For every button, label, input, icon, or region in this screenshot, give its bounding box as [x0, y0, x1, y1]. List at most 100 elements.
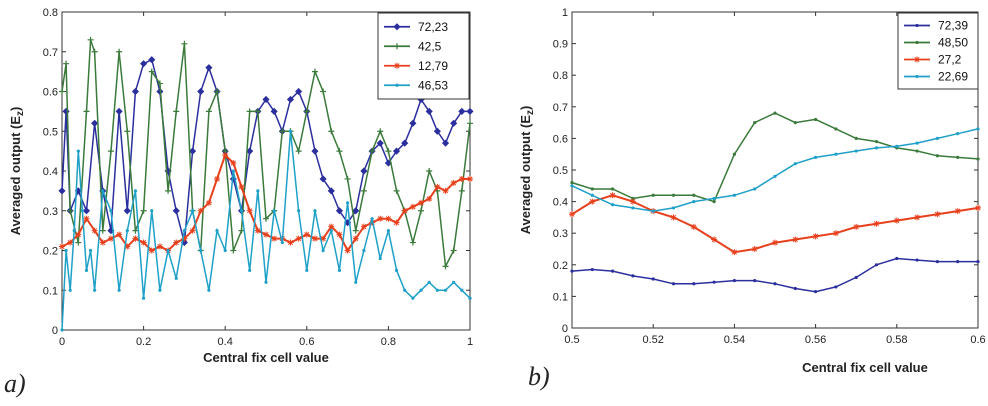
panel-a-data-point [158, 288, 162, 292]
panel-a-data-point [207, 288, 211, 292]
panel-a-data-point [335, 207, 344, 215]
panel-a-data-point [272, 209, 276, 213]
panel-a-data-point [443, 288, 448, 292]
panel-b-x-tick-label: 0.52 [642, 334, 663, 346]
panel-a-data-point [427, 280, 431, 284]
panel-a-data-point [107, 235, 114, 242]
panel-b-x-tick-label: 0.58 [886, 334, 907, 346]
panel-a-data-point [378, 256, 382, 261]
panel-b-data-point [629, 198, 636, 205]
panel-a-data-point [148, 247, 155, 254]
panel-a-data-point [109, 209, 113, 213]
panel-a-data-point [91, 227, 98, 234]
panel-a-data-point [156, 243, 163, 250]
panel-a-data-point [401, 139, 409, 147]
panel-a-series-1 [59, 36, 473, 270]
panel-a-data-point [377, 128, 384, 135]
panel-a-data-point [262, 95, 270, 104]
panel-a-data-point [58, 187, 66, 195]
panel-a-data-point [174, 276, 178, 280]
panel-a-data-point [434, 183, 441, 190]
panel-a-data-point [59, 88, 65, 95]
panel-b-data-point [589, 198, 596, 205]
panel-b-y-tick-label: 0 [562, 323, 568, 335]
panel-a-data-point [173, 239, 180, 246]
panel-a-data-point [140, 60, 148, 68]
panel-a-data-point [401, 207, 408, 214]
panel-a-legend-label: 12,79 [418, 59, 448, 73]
panel-a-data-point [458, 175, 465, 182]
panel-a-data-point [199, 248, 203, 253]
panel-b-data-point [751, 246, 758, 252]
panel-a-data-point [84, 268, 89, 272]
panel-a-data-point [418, 207, 425, 214]
panel-a-y-tick-label: 0.6 [43, 87, 58, 99]
panel-a-data-point [254, 227, 261, 234]
panel-a-data-point [320, 235, 327, 242]
panel-a-data-point [295, 87, 303, 96]
panel-a-legend-label: 46,53 [418, 78, 448, 92]
panel-a-data-point [181, 40, 188, 47]
panel-a-data-point [409, 119, 417, 127]
panel-a-x-tick-label: 0.6 [299, 336, 314, 348]
panel-a-data-point [344, 247, 351, 254]
panel-a-data-point [125, 229, 129, 233]
panel-a-data-point [362, 248, 366, 253]
panel-a-legend-marker [394, 62, 400, 69]
panel-a-legend-marker [395, 83, 399, 87]
panel-a-data-point [124, 243, 131, 250]
panel-a-data-point [450, 179, 457, 186]
panel-a-data-point [450, 247, 457, 254]
panel-a-data-point [263, 231, 269, 238]
panel-a-data-point [246, 207, 253, 214]
panel-b-data-point [732, 152, 737, 156]
panel-a-data-point [181, 235, 188, 242]
panel-b-y-axis-label-sub: z [525, 110, 536, 115]
panel-a-data-point [419, 288, 423, 292]
panel-a-data-point [403, 288, 407, 292]
panel-a-data-point [172, 207, 180, 215]
panel-a-x-tick-label: 0.8 [381, 336, 396, 348]
panel-b-data-point [814, 117, 818, 122]
panel-a-data-point [99, 239, 106, 246]
panel-b-data-point [570, 184, 574, 188]
panel-b-data-point [773, 174, 777, 178]
panel-b-data-point [690, 223, 697, 230]
panel-b-data-point [793, 162, 797, 166]
panel-a-data-point [280, 240, 284, 245]
panel-b-data-point [956, 155, 960, 159]
panel-b-data-point [671, 206, 676, 210]
panel-a-data-point [435, 288, 439, 292]
panel-a-data-point [214, 175, 221, 182]
panel-b-y-tick-label: 0.8 [553, 70, 568, 82]
panel-a-data-point [450, 119, 458, 127]
panel-a-y-tick-label: 0.7 [43, 47, 58, 59]
panel-b-data-point [631, 196, 635, 201]
panel-b-data-point [975, 204, 981, 211]
panel-b-data-point [773, 111, 777, 115]
panel-a-data-point [442, 187, 449, 194]
panel-a-data-point [124, 128, 131, 135]
panel-b-y-axis-label-main: Averaged output (E [518, 115, 533, 235]
panel-a-data-point [132, 235, 139, 242]
panel-a-data-point [197, 87, 205, 96]
panel-b-data-point [793, 286, 797, 291]
panel-b-chart: 00.10.20.30.40.50.60.70.80.91 0.5 0.52 0.5… [518, 7, 986, 391]
panel-a-data-point [297, 209, 301, 213]
panel-b-legend-marker [914, 56, 920, 63]
panel-a-data-point [393, 219, 400, 226]
panel-a-x-tick-label: 0.4 [218, 336, 233, 348]
panel-a-data-point [468, 296, 472, 300]
panel-b-y-axis: 0 0.1 0.2 0.3 0.4 0.5 0.6 0.7 0.8 0.9 1 [553, 7, 978, 335]
panel-a-data-point [385, 215, 392, 222]
panel-a-data-point [83, 108, 90, 115]
panel-b-data-point [976, 127, 980, 131]
panel-a-data-point [311, 147, 319, 155]
panel-a-data-point [295, 235, 302, 242]
panel-a-data-point [467, 175, 473, 182]
panel-a-data-point [352, 227, 359, 234]
panel-b-x-tick-label: 0.5 [564, 334, 579, 346]
panel-a-data-point [329, 229, 333, 233]
panel-a-data-point [64, 248, 68, 253]
panel-b-data-point [854, 136, 858, 140]
